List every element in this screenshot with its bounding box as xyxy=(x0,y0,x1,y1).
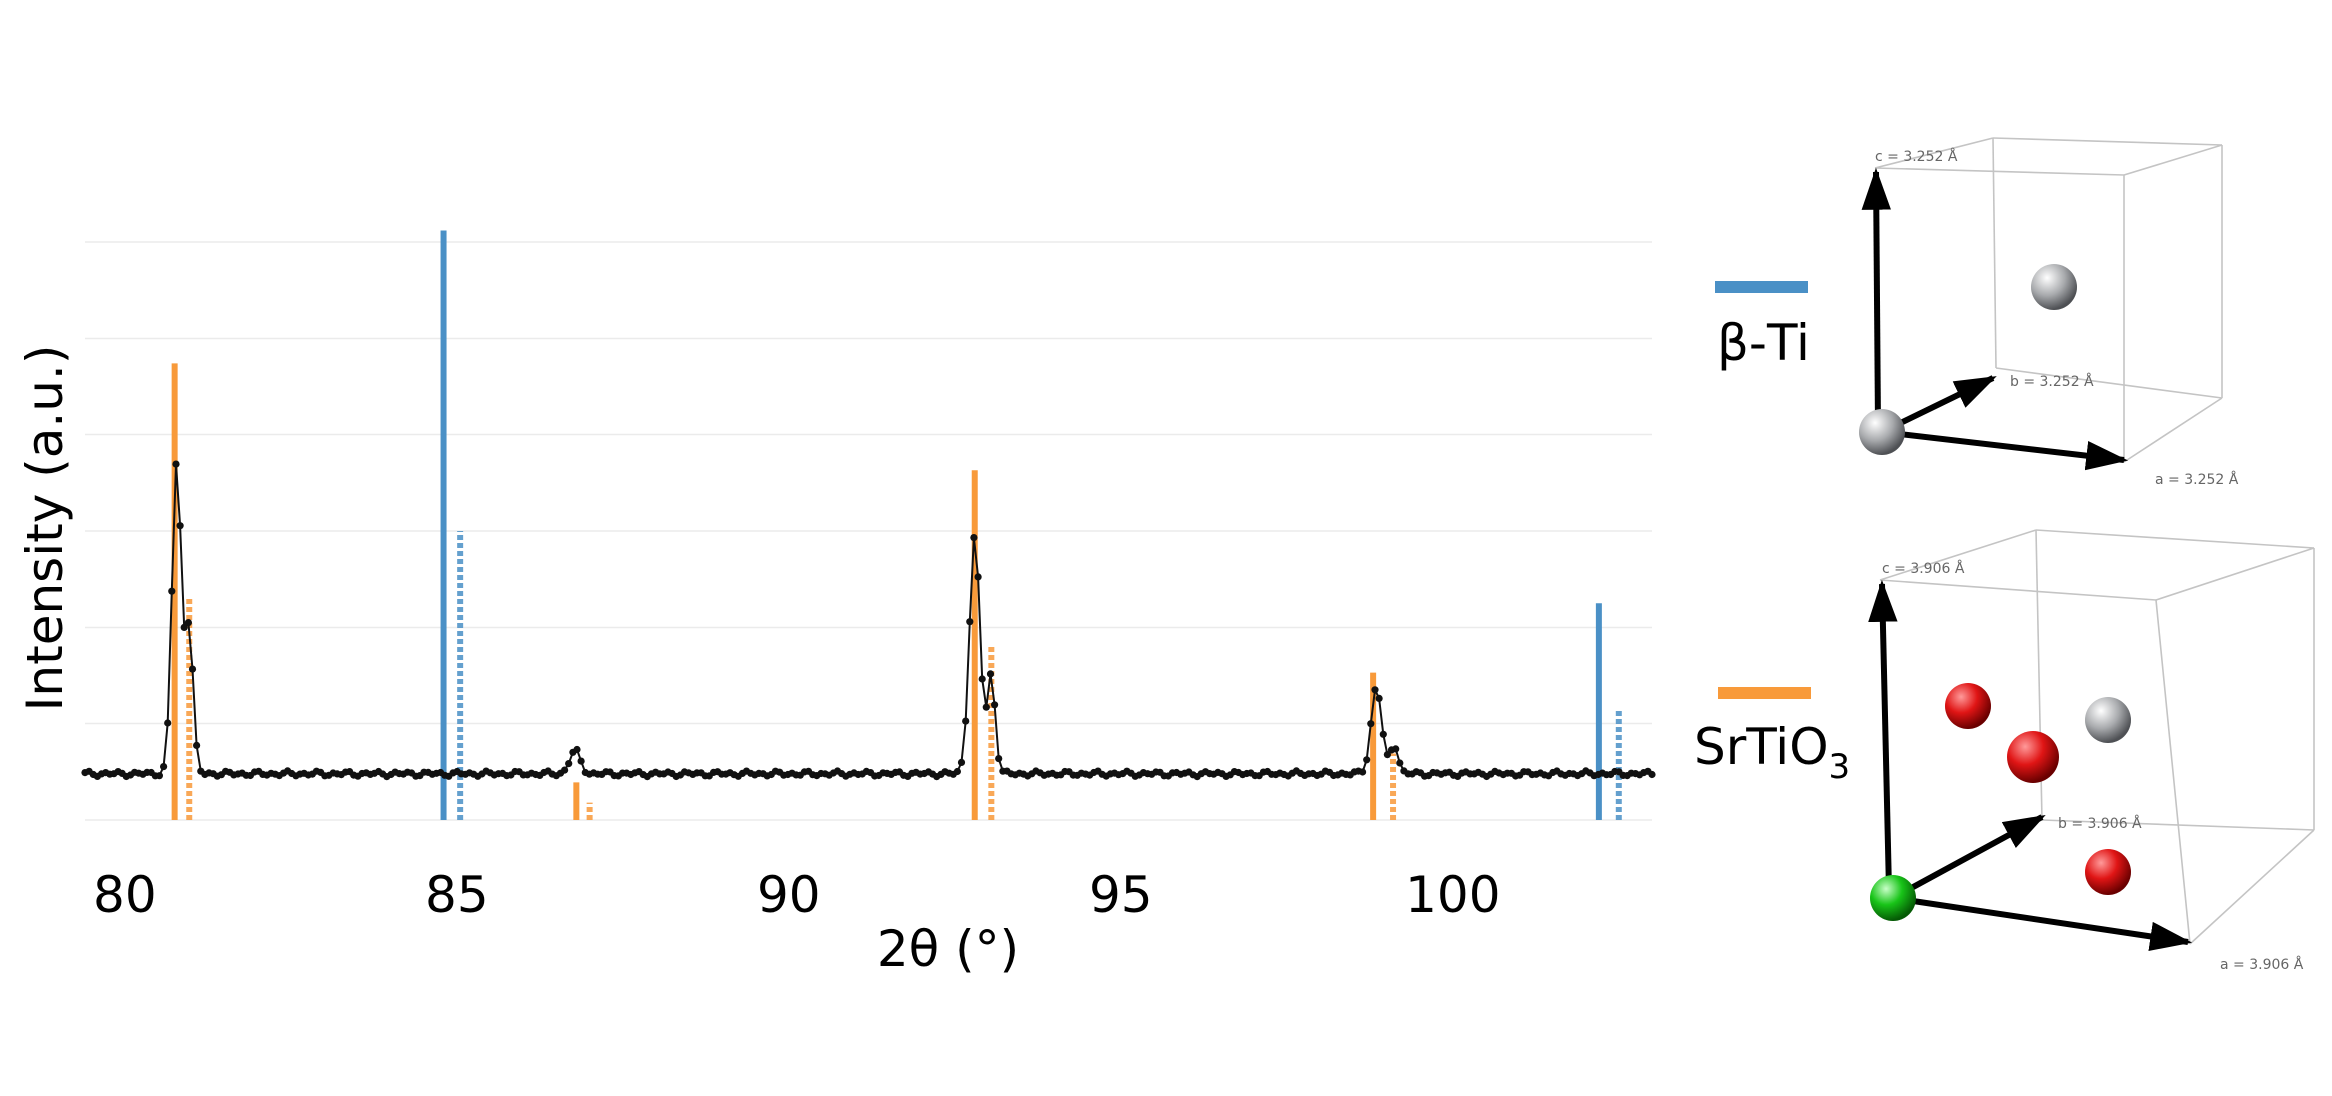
measured-point-317 xyxy=(1392,745,1400,753)
lattice-label-a: a = 3.252 Å xyxy=(2155,471,2239,488)
o-atom-3 xyxy=(2085,849,2131,895)
lattice-vectors xyxy=(1861,167,2129,471)
measured-point-212 xyxy=(957,758,966,767)
ti-atom-body-center xyxy=(2031,264,2077,310)
measured-point-18 xyxy=(155,772,163,780)
measured-point-211 xyxy=(953,767,962,776)
measured-point-221 xyxy=(995,755,1003,763)
measured-point-24 xyxy=(180,623,188,632)
legend-label-srtio3: SrTiO3 xyxy=(1694,718,1850,787)
y-axis-label: Intensity (a.u.) xyxy=(16,345,74,712)
ti-atom-center xyxy=(2085,697,2131,743)
measured-pattern xyxy=(81,460,1656,781)
measured-point-216 xyxy=(974,573,982,581)
x-tick-label-90: 90 xyxy=(757,866,821,924)
measured-point-310 xyxy=(1363,756,1371,764)
measured-point-315 xyxy=(1383,751,1391,759)
measured-point-27 xyxy=(193,741,201,750)
legend-swatch-beta-ti xyxy=(1715,281,1808,293)
x-tick-label-80: 80 xyxy=(93,866,157,924)
lattice-label-c: c = 3.906 Å xyxy=(1882,560,1965,577)
measured-point-117 xyxy=(565,760,573,768)
measured-point-214 xyxy=(966,618,974,626)
ti-atom-origin xyxy=(1859,409,1905,455)
legend: β-Ti SrTiO3 xyxy=(1694,281,1850,787)
measured-point-26 xyxy=(188,665,197,673)
x-axis-label: 2θ (°) xyxy=(877,920,1019,978)
gridlines xyxy=(85,241,1652,821)
x-tick-label-95: 95 xyxy=(1089,866,1153,924)
measured-point-116 xyxy=(561,766,569,774)
measured-point-218 xyxy=(982,703,990,711)
lattice-label-c: c = 3.252 Å xyxy=(1875,148,1958,165)
measured-point-313 xyxy=(1375,694,1383,703)
legend-swatch-srtio3 xyxy=(1718,687,1811,699)
measured-point-22 xyxy=(172,460,180,468)
vector-b-arrow xyxy=(1891,814,2046,901)
lattice-label-b: b = 3.906 Å xyxy=(2058,815,2142,832)
measured-point-217 xyxy=(978,675,986,683)
measured-point-309 xyxy=(1359,768,1367,776)
vector-c-arrow xyxy=(1861,167,1891,427)
measured-point-120 xyxy=(577,757,585,765)
measured-point-379 xyxy=(1648,770,1656,779)
measured-point-215 xyxy=(970,534,978,542)
vector-a-arrow xyxy=(1881,429,2129,471)
lattice-label-a: a = 3.906 Å xyxy=(2220,956,2304,973)
o-atom-2 xyxy=(2007,731,2059,783)
measured-point-23 xyxy=(176,522,184,530)
measured-point-219 xyxy=(986,670,995,678)
measured-point-20 xyxy=(164,719,172,727)
measured-point-311 xyxy=(1367,720,1375,728)
sr-atom-corner xyxy=(1870,875,1916,921)
cell-edges xyxy=(1879,529,2315,945)
measured-point-19 xyxy=(160,763,168,771)
measured-point-213 xyxy=(962,717,970,725)
measured-point-312 xyxy=(1371,686,1379,694)
x-tick-label-100: 100 xyxy=(1405,866,1500,924)
reference-sticks xyxy=(171,230,1622,820)
srtio3-unit-cell: c = 3.906 Å b = 3.906 Å a = 3.906 Å xyxy=(1868,529,2315,973)
measured-point-25 xyxy=(184,619,192,627)
x-tick-labels: 80 85 90 95 100 xyxy=(93,866,1500,924)
measured-pattern-line xyxy=(84,464,1653,778)
measured-point-220 xyxy=(991,701,999,709)
o-atom-1 xyxy=(1945,683,1991,729)
vector-c-arrow xyxy=(1868,579,1898,891)
cell-edges xyxy=(1874,137,2223,463)
lattice-label-b: b = 3.252 Å xyxy=(2010,373,2094,390)
x-tick-label-85: 85 xyxy=(425,866,489,924)
measured-point-318 xyxy=(1396,759,1404,767)
lattice-vectors xyxy=(1868,579,2193,951)
measured-point-119 xyxy=(573,745,581,754)
beta-ti-unit-cell: c = 3.252 Å b = 3.252 Å a = 3.252 Å xyxy=(1859,137,2239,488)
measured-point-314 xyxy=(1379,730,1387,738)
legend-label-beta-ti: β-Ti xyxy=(1717,314,1810,372)
vector-a-arrow xyxy=(1892,895,2193,951)
measured-point-21 xyxy=(168,587,176,595)
